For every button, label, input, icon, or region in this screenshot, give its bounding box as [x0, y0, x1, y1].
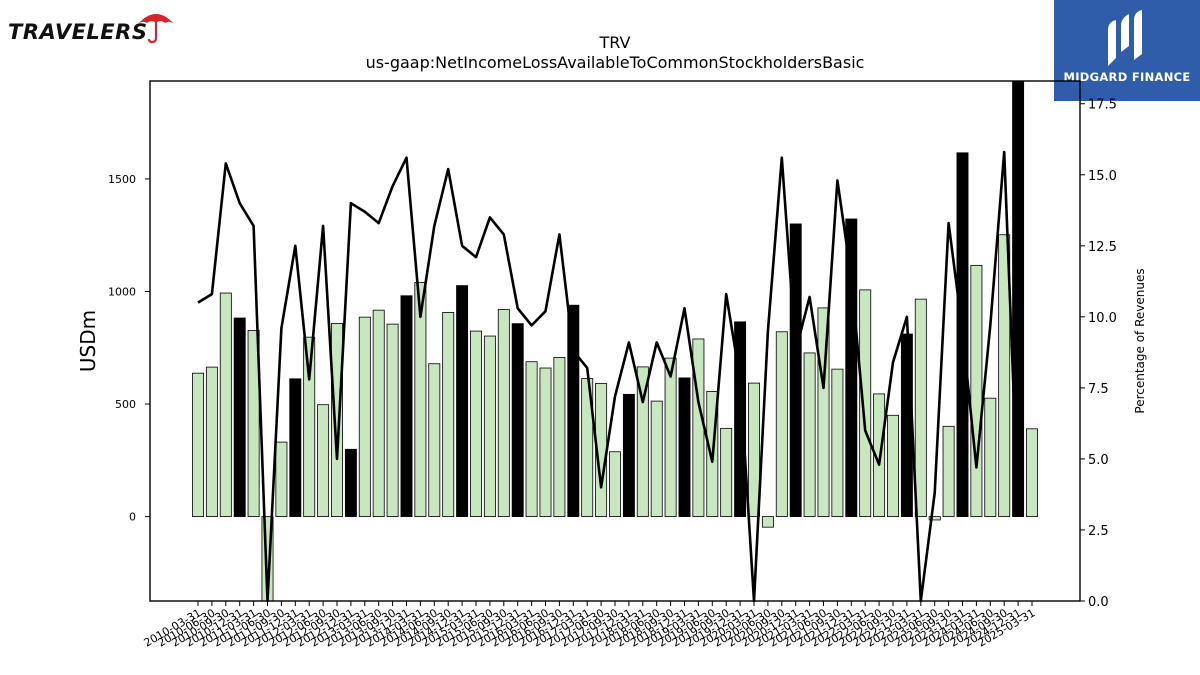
bar-2014-12-31: [456, 285, 469, 517]
bar-2023-09-30: [942, 425, 955, 517]
bar-2024-03-31: [970, 264, 983, 517]
y2-tick-label: 12.5: [1088, 240, 1117, 255]
chart-subtitle: us-gaap:NetIncomeLossAvailableToCommonSt…: [366, 53, 865, 72]
bar-2017-09-30: [609, 451, 621, 517]
bar-2015-09-30: [497, 309, 510, 517]
y2-tick-label: 0.0: [1088, 595, 1109, 610]
bar-2013-06-30: [372, 309, 385, 517]
y2-tick-label: 10.0: [1088, 311, 1117, 326]
y2-tick-label: 2.5: [1088, 524, 1109, 539]
y-tick-label: 500: [115, 398, 136, 411]
umbrella-icon: [138, 14, 174, 44]
bar-2020-09-30: [775, 331, 788, 517]
bar-2024-06-30: [984, 397, 997, 517]
bar-2010-06-30: [205, 366, 218, 517]
bar-2015-06-30: [483, 335, 496, 517]
midgard-finance-logo: MIDGARD FINANCE: [1054, 0, 1200, 101]
y2-tick-label: 15.0: [1088, 169, 1117, 184]
bar-2011-12-31: [289, 378, 302, 517]
midgard-wordmark: MIDGARD FINANCE: [1063, 70, 1191, 84]
bars-layer: [192, 80, 1038, 602]
y-axis-right: 0.0 2.5 5.0 7.5 10.0 12.5 15.0 17.5: [1080, 98, 1117, 610]
bar-2021-09-30: [831, 368, 844, 517]
bar-2019-03-31: [692, 338, 705, 517]
bar-2023-03-31: [914, 298, 927, 517]
bar-2012-12-31: [344, 448, 357, 517]
bar-2020-06-30: [761, 516, 774, 528]
midgard-emblem-icon: [1108, 10, 1142, 66]
y-axis-label: USDm: [76, 310, 100, 372]
bar-2010-12-31: [233, 317, 246, 517]
line-layer: [197, 150, 1020, 603]
bar-2013-03-31: [358, 316, 371, 517]
bar-2018-03-31: [636, 366, 649, 517]
bar-2011-03-31: [247, 330, 260, 517]
bar-2020-12-31: [789, 223, 802, 517]
bar-2019-09-30: [720, 427, 733, 517]
bar-2014-03-31: [414, 282, 427, 517]
bar-2021-03-31: [803, 352, 816, 517]
bar-2012-03-31: [303, 336, 316, 517]
bar-2024-12-31: [1012, 80, 1025, 517]
bar-2013-09-30: [386, 323, 399, 517]
bar-2022-09-30: [887, 414, 899, 517]
bar-2010-09-30: [219, 292, 232, 517]
travelers-logo: TRAVELERS: [8, 8, 178, 48]
y-axis-left: 0 500 1000 1500: [108, 173, 150, 524]
y-tick-label: 1500: [108, 173, 136, 186]
plot-frame: [149, 80, 1081, 602]
bar-2016-06-30: [539, 367, 552, 517]
y2-tick-label: 5.0: [1088, 453, 1109, 468]
bar-2014-09-30: [442, 312, 455, 517]
bar-2024-09-30: [998, 234, 1011, 517]
bar-2022-03-31: [859, 289, 872, 517]
bar-2016-09-30: [553, 357, 566, 517]
bar-2011-09-30: [275, 441, 288, 517]
bar-2010-03-31: [192, 372, 204, 517]
bar-2018-09-30: [664, 357, 677, 517]
bar-2015-03-31: [470, 330, 482, 517]
bar-2021-12-31: [845, 218, 858, 517]
bar-2019-12-31: [734, 321, 747, 517]
bar-2017-12-31: [622, 393, 635, 517]
bar-2016-03-31: [525, 361, 538, 517]
bar-2022-12-31: [900, 333, 913, 517]
bar-2016-12-31: [567, 304, 580, 517]
y-tick-label: 0: [129, 511, 136, 524]
y2-tick-label: 7.5: [1088, 382, 1109, 397]
y-tick-label: 1000: [108, 285, 136, 298]
bar-2020-03-31: [748, 382, 760, 517]
bar-2013-12-31: [400, 295, 413, 517]
bar-2018-12-31: [678, 377, 691, 517]
bar-2015-12-31: [511, 323, 524, 517]
bar-2025-03-31: [1026, 428, 1038, 517]
bar-2012-09-30: [331, 323, 343, 517]
bar-2012-06-30: [317, 404, 330, 517]
percentage-line: [197, 150, 1020, 603]
bar-2014-06-30: [428, 363, 441, 517]
bar-2023-06-30: [928, 516, 941, 521]
x-axis: 2010-03-312010-06-302010-09-302010-12-31…: [142, 601, 1038, 650]
bar-2018-06-30: [650, 400, 663, 517]
travelers-wordmark: TRAVELERS: [8, 20, 148, 44]
y2-tick-label: 17.5: [1088, 98, 1117, 113]
y2-axis-label: Percentage of Revenues: [1133, 268, 1147, 413]
bar-2021-06-30: [817, 307, 830, 517]
chart-title: TRV: [599, 33, 631, 52]
